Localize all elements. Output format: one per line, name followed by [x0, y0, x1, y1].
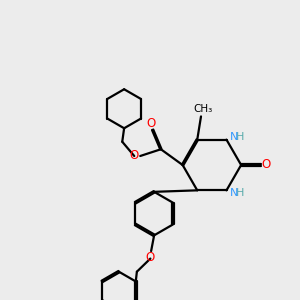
Text: H: H: [236, 188, 244, 198]
Text: O: O: [262, 158, 271, 172]
Text: O: O: [146, 250, 155, 264]
Text: H: H: [236, 132, 244, 142]
Text: N: N: [230, 132, 238, 142]
Text: CH₃: CH₃: [193, 104, 212, 114]
Text: O: O: [130, 149, 139, 162]
Text: N: N: [230, 188, 238, 198]
Text: O: O: [146, 116, 155, 130]
